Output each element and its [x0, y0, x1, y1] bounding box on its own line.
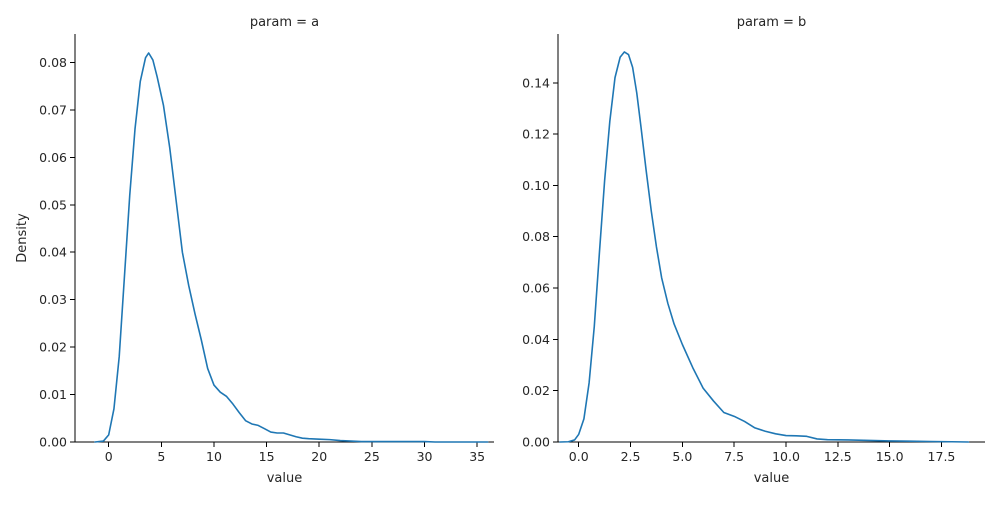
x-tick-label: 25 [364, 449, 380, 464]
x-tick-label: 7.5 [724, 449, 744, 464]
y-tick-label: 0.02 [522, 383, 550, 398]
y-tick-label: 0.08 [522, 229, 550, 244]
x-tick-label: 10.0 [772, 449, 800, 464]
facet-panel-param-b: param = b 0.0 2.5 5.0 7.5 10.0 12.5 15.0 17.5 0.0… [522, 15, 985, 486]
y-tick-label: 0.10 [522, 178, 550, 193]
y-tick-label: 0.02 [39, 340, 67, 355]
y-tick-label: 0.14 [522, 75, 550, 90]
y-tick-label: 0.05 [39, 197, 67, 212]
x-tick-label: 35 [469, 449, 485, 464]
y-tick-label: 0.00 [39, 435, 67, 450]
y-tick-label: 0.01 [39, 387, 67, 402]
y-tick-label: 0.06 [522, 281, 550, 296]
kde-density-line [559, 51, 970, 443]
x-axis-label: value [754, 471, 790, 486]
y-tick-label: 0.06 [39, 150, 67, 165]
y-tick-label: 0.00 [522, 435, 550, 450]
x-axis-label: value [267, 471, 303, 486]
x-tick-label: 0 [105, 449, 113, 464]
x-tick-label: 5 [157, 449, 165, 464]
x-tick-label: 15 [259, 449, 275, 464]
y-tick-label: 0.03 [39, 292, 67, 307]
facet-panel-param-a: param = a 0 5 10 15 20 25 30 35 0.00 0.01 0.02 0.03 0… [15, 15, 494, 486]
x-tick-label: 12.5 [824, 449, 852, 464]
y-tick-label: 0.04 [39, 245, 67, 260]
y-tick-label: 0.12 [522, 127, 550, 142]
y-axis-label: Density [15, 213, 30, 263]
kde-density-line [94, 52, 489, 443]
facet-title: param = a [250, 15, 319, 30]
x-tick-label: 15.0 [876, 449, 904, 464]
x-tick-label: 5.0 [672, 449, 692, 464]
x-tick-label: 30 [417, 449, 433, 464]
x-tick-label: 2.5 [621, 449, 641, 464]
y-tick-label: 0.08 [39, 55, 67, 70]
facet-title: param = b [737, 15, 807, 30]
x-tick-label: 20 [311, 449, 327, 464]
y-tick-label: 0.04 [522, 332, 550, 347]
y-tick-label: 0.07 [39, 102, 67, 117]
x-tick-label: 10 [206, 449, 222, 464]
x-tick-label: 0.0 [569, 449, 589, 464]
x-tick-label: 17.5 [928, 449, 956, 464]
